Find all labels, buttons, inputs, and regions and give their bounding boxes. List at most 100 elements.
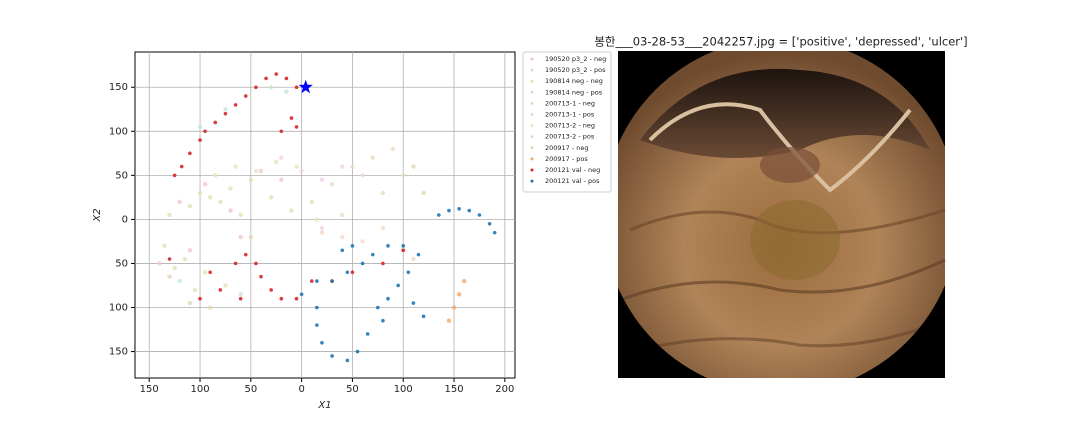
legend-label: 190814 neg - pos (545, 88, 603, 96)
scatter-point (289, 116, 294, 120)
x-tick-label: 100 (394, 384, 413, 395)
scatter-point (381, 318, 385, 323)
scatter-point (320, 340, 324, 345)
scatter-point (213, 120, 218, 125)
x-axis-label: X1 (317, 400, 331, 411)
scatter-point (264, 76, 268, 81)
scatter-point (411, 164, 416, 169)
scatter-point (279, 155, 284, 160)
scatter-point (401, 248, 406, 253)
scatter-point (202, 181, 208, 187)
scatter-point (243, 94, 248, 98)
scatter-point (187, 203, 193, 209)
scatter-point (197, 190, 203, 196)
scatter-point (315, 323, 319, 327)
scatter-point (223, 283, 228, 288)
scatter-point (294, 296, 299, 301)
scatter-point (218, 288, 223, 292)
scatter-point (299, 168, 304, 174)
scatter-point (254, 85, 258, 90)
scatter-point (360, 239, 365, 244)
scatter-point (350, 164, 355, 169)
scatter-point (208, 270, 212, 275)
x-tick-label: 50 (244, 384, 257, 395)
legend-marker (530, 101, 534, 105)
y-tick-label: 100 (109, 126, 128, 137)
y-tick-label: 50 (115, 258, 128, 269)
y-tick-label: 100 (109, 303, 128, 314)
legend-marker (530, 68, 534, 72)
scatter-point (243, 252, 248, 257)
scatter-point (187, 248, 193, 253)
scatter-point (289, 208, 294, 213)
scatter-point (401, 173, 406, 178)
scatter-point (421, 314, 426, 319)
legend-label: 200713-1 - neg (545, 99, 595, 107)
endoscopy-image (618, 51, 946, 378)
scatter-point (411, 256, 416, 262)
scatter-point (177, 199, 182, 204)
scatter-point (447, 208, 451, 213)
x-tick-label: 100 (190, 384, 209, 395)
scatter-point (406, 270, 411, 275)
scatter-point (457, 207, 461, 211)
scatter-point (248, 234, 254, 240)
scatter-point (319, 177, 325, 182)
scatter-point (386, 244, 390, 248)
scatter-point (279, 129, 284, 134)
scatter-point (467, 208, 472, 213)
scatter-point (315, 279, 319, 283)
scatter-point (492, 230, 497, 235)
scatter-point (238, 292, 243, 297)
scatter-point (340, 164, 345, 169)
scatter-point (381, 261, 385, 266)
scatter-point (253, 168, 259, 174)
scatter-point (370, 155, 375, 160)
scatter-point (345, 270, 350, 275)
scatter-point (207, 195, 213, 200)
scatter-point (233, 103, 238, 107)
x-tick-label: 0 (298, 384, 304, 395)
scatter-point (330, 279, 334, 283)
scatter-point (218, 199, 223, 204)
scatter-point (167, 212, 172, 218)
x-tick-label: 150 (140, 384, 159, 395)
scatter-point (350, 244, 355, 248)
scatter-point (198, 138, 202, 142)
legend-label: 200917 - neg (545, 144, 589, 152)
scatter-point (179, 164, 184, 169)
scatter-point (248, 177, 254, 182)
image-title: 봉한___03-28-53___2042257.jpg = ['positive… (594, 35, 967, 49)
legend: 190520 p3_2 - neg 190520 p3_2 - pos 190814… (530, 55, 606, 185)
scatter-point (223, 111, 228, 116)
scatter-point (461, 278, 467, 284)
scatter-point (233, 261, 238, 266)
scatter-point (192, 287, 198, 293)
scatter-point (340, 212, 345, 218)
legend-label: 200121 val - neg (545, 166, 600, 174)
scatter-point (329, 181, 335, 187)
scatter-point (188, 151, 192, 156)
scatter-point (350, 270, 355, 275)
scatter-point (284, 76, 289, 81)
scatter-point (294, 164, 299, 169)
scatter-point (299, 292, 304, 297)
scatter-point (477, 213, 482, 217)
scatter-point (197, 124, 203, 130)
scatter-point (202, 270, 208, 275)
scatter-point (421, 190, 426, 196)
scatter-point (228, 186, 233, 191)
scatter-point (198, 296, 202, 301)
scatter-point (340, 248, 345, 253)
scatter-point (314, 217, 320, 222)
scatter-point (254, 261, 258, 266)
scatter-point (416, 252, 421, 257)
scatter-point (319, 230, 325, 235)
scatter-point (228, 208, 233, 213)
scatter-point (187, 300, 193, 306)
scatter-point (238, 212, 243, 218)
scatter-point (172, 173, 177, 178)
scatter-point (182, 256, 187, 262)
scatter-point (309, 199, 314, 204)
scatter-point (390, 146, 396, 152)
